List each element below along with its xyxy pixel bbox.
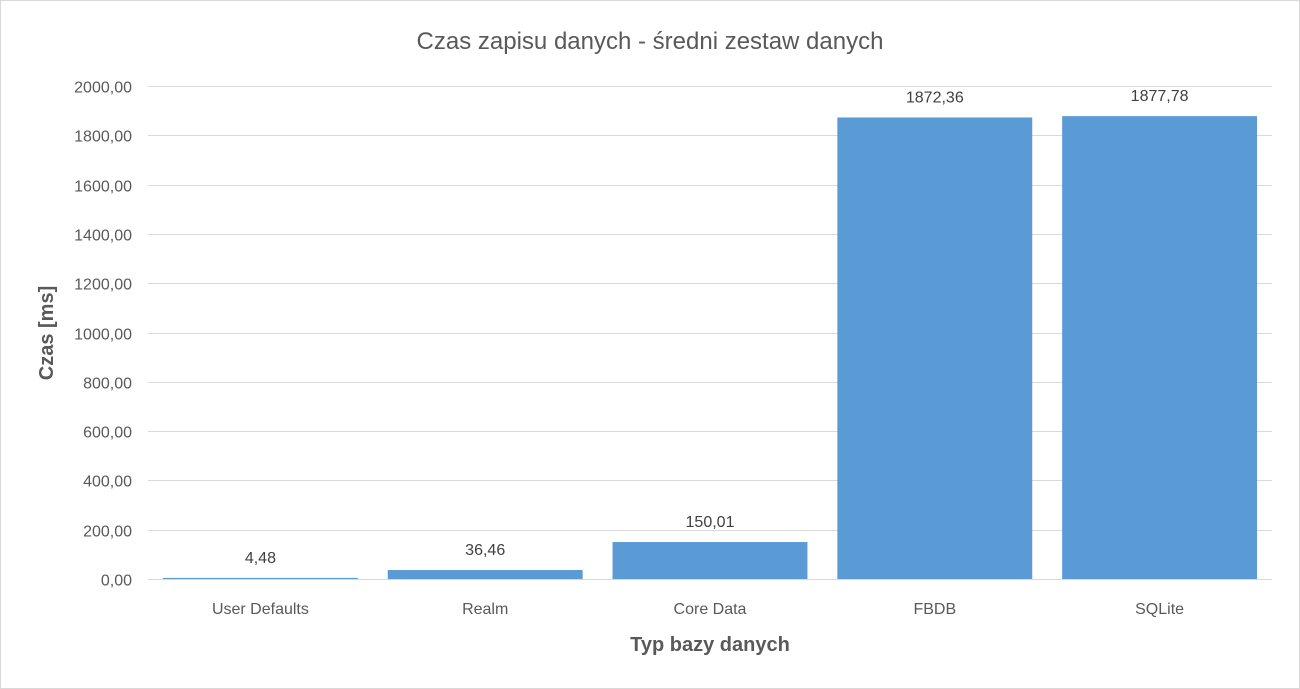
y-tick-label: 1600,00 [74, 179, 132, 196]
y-tick-label: 1200,00 [74, 277, 132, 294]
data-label: 4,48 [245, 550, 276, 567]
data-label: 36,46 [465, 542, 505, 559]
y-tick-label: 400,00 [83, 474, 132, 491]
y-axis-title: Czas [ms] [36, 286, 58, 380]
x-axis-title: Typ bazy danych [630, 634, 790, 656]
x-axis-ticks: User Defaults Realm Core Data FBDB SQLite [212, 601, 1184, 618]
y-tick-label: 600,00 [83, 425, 132, 442]
x-tick-label: Realm [462, 601, 508, 618]
y-tick-label: 1400,00 [74, 228, 132, 245]
y-tick-label: 1800,00 [74, 129, 132, 146]
bar-realm [387, 570, 583, 579]
bar-user-defaults [162, 577, 358, 579]
data-label: 1877,78 [1131, 88, 1189, 105]
bars [162, 116, 1258, 579]
x-tick-label: FBDB [913, 601, 956, 618]
data-label: 150,01 [686, 514, 735, 531]
bar-fbdb [837, 117, 1033, 579]
y-tick-label: 0,00 [101, 573, 132, 590]
chart-title: Czas zapisu danych - średni zestaw danyc… [417, 28, 884, 55]
y-tick-label: 2000,00 [74, 80, 132, 97]
y-tick-label: 200,00 [83, 524, 132, 541]
data-label: 1872,36 [906, 89, 964, 106]
bar-core-data [612, 542, 808, 579]
y-tick-label: 800,00 [83, 376, 132, 393]
y-tick-label: 1000,00 [74, 327, 132, 344]
x-tick-label: Core Data [674, 601, 747, 618]
x-tick-label: SQLite [1135, 601, 1184, 618]
data-labels: 4,48 36,46 150,01 1872,36 1877,78 [245, 88, 1189, 567]
bar-sqlite [1062, 116, 1258, 579]
x-tick-label: User Defaults [212, 601, 309, 618]
y-axis-ticks: 0,00 200,00 400,00 600,00 800,00 1000,00 1200,… [74, 80, 132, 590]
